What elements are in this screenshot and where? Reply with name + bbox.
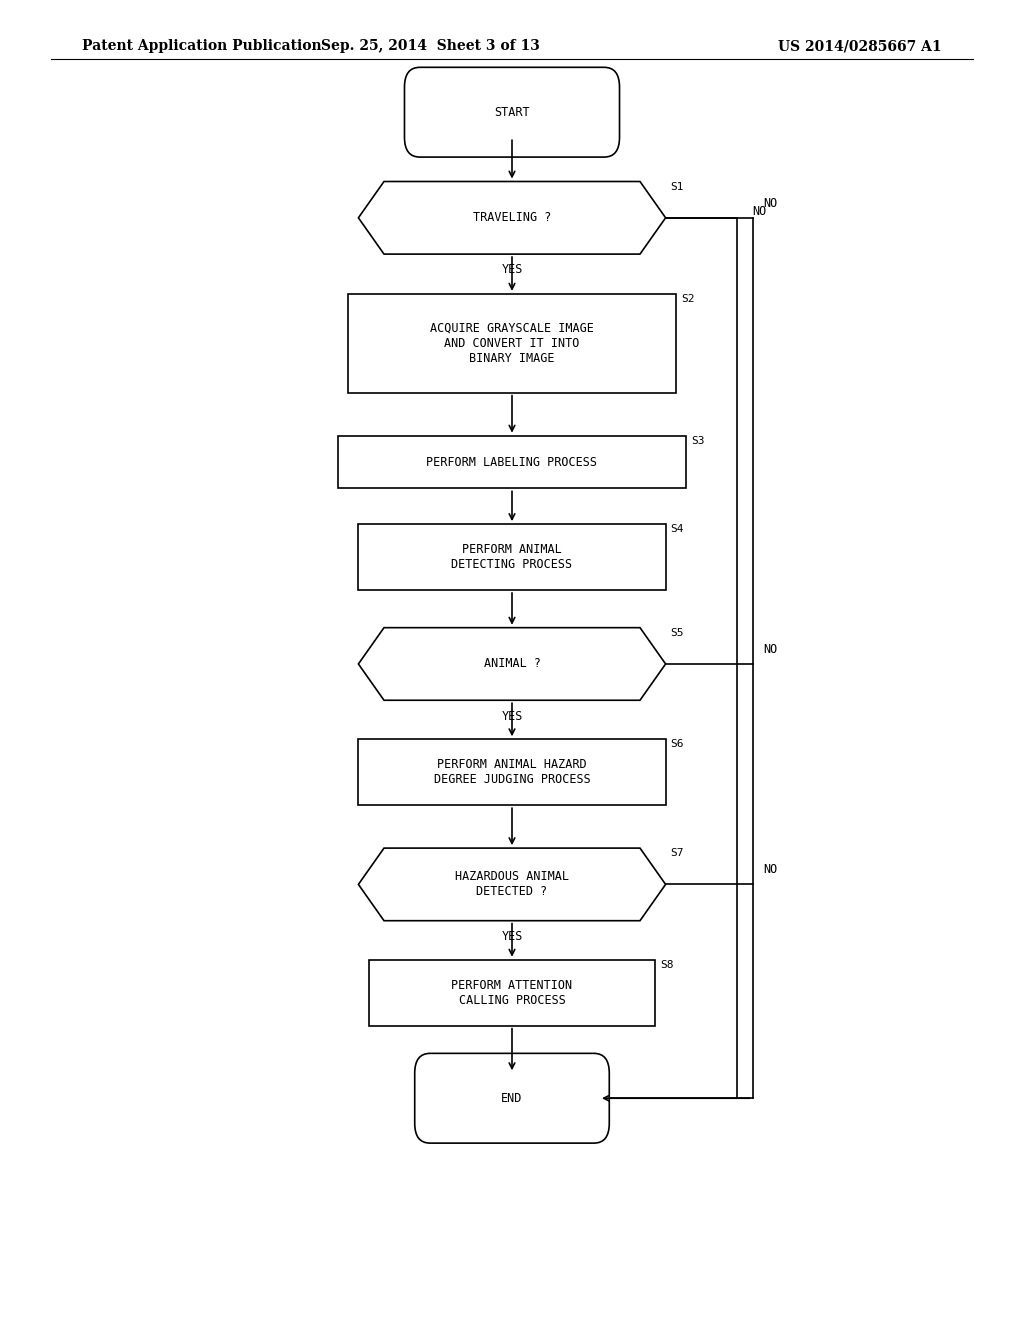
Text: PERFORM ANIMAL HAZARD
DEGREE JUDGING PROCESS: PERFORM ANIMAL HAZARD DEGREE JUDGING PRO… xyxy=(433,758,591,787)
FancyBboxPatch shape xyxy=(358,739,666,805)
Text: PERFORM LABELING PROCESS: PERFORM LABELING PROCESS xyxy=(427,455,597,469)
FancyBboxPatch shape xyxy=(348,294,676,393)
Text: HAZARDOUS ANIMAL
DETECTED ?: HAZARDOUS ANIMAL DETECTED ? xyxy=(455,870,569,899)
FancyBboxPatch shape xyxy=(404,67,620,157)
Text: US 2014/0285667 A1: US 2014/0285667 A1 xyxy=(778,40,942,53)
Text: NO: NO xyxy=(753,205,767,218)
Text: YES: YES xyxy=(502,710,522,722)
Text: PERFORM ATTENTION
CALLING PROCESS: PERFORM ATTENTION CALLING PROCESS xyxy=(452,978,572,1007)
Text: YES: YES xyxy=(502,264,522,276)
Text: Sep. 25, 2014  Sheet 3 of 13: Sep. 25, 2014 Sheet 3 of 13 xyxy=(321,40,540,53)
Text: ANIMAL ?: ANIMAL ? xyxy=(483,657,541,671)
Text: S2: S2 xyxy=(681,294,694,304)
Text: S4: S4 xyxy=(671,524,684,535)
Text: S6: S6 xyxy=(671,739,684,750)
Polygon shape xyxy=(358,181,666,253)
Text: NO: NO xyxy=(763,863,777,876)
Text: S1: S1 xyxy=(671,181,684,191)
Text: S8: S8 xyxy=(660,960,674,970)
FancyBboxPatch shape xyxy=(369,960,655,1026)
Text: START: START xyxy=(495,106,529,119)
FancyBboxPatch shape xyxy=(415,1053,609,1143)
FancyBboxPatch shape xyxy=(358,524,666,590)
Text: S5: S5 xyxy=(671,628,684,638)
Text: Patent Application Publication: Patent Application Publication xyxy=(82,40,322,53)
Text: PERFORM ANIMAL
DETECTING PROCESS: PERFORM ANIMAL DETECTING PROCESS xyxy=(452,543,572,572)
FancyBboxPatch shape xyxy=(338,436,686,488)
Text: TRAVELING ?: TRAVELING ? xyxy=(473,211,551,224)
Text: NO: NO xyxy=(763,197,777,210)
Polygon shape xyxy=(358,847,666,921)
Text: ACQUIRE GRAYSCALE IMAGE
AND CONVERT IT INTO
BINARY IMAGE: ACQUIRE GRAYSCALE IMAGE AND CONVERT IT I… xyxy=(430,322,594,364)
Text: S7: S7 xyxy=(671,847,684,858)
Text: YES: YES xyxy=(502,931,522,942)
Polygon shape xyxy=(358,628,666,700)
Text: FIG. 3: FIG. 3 xyxy=(470,120,554,144)
Text: S3: S3 xyxy=(691,436,705,446)
Text: END: END xyxy=(502,1092,522,1105)
Text: NO: NO xyxy=(763,643,777,656)
